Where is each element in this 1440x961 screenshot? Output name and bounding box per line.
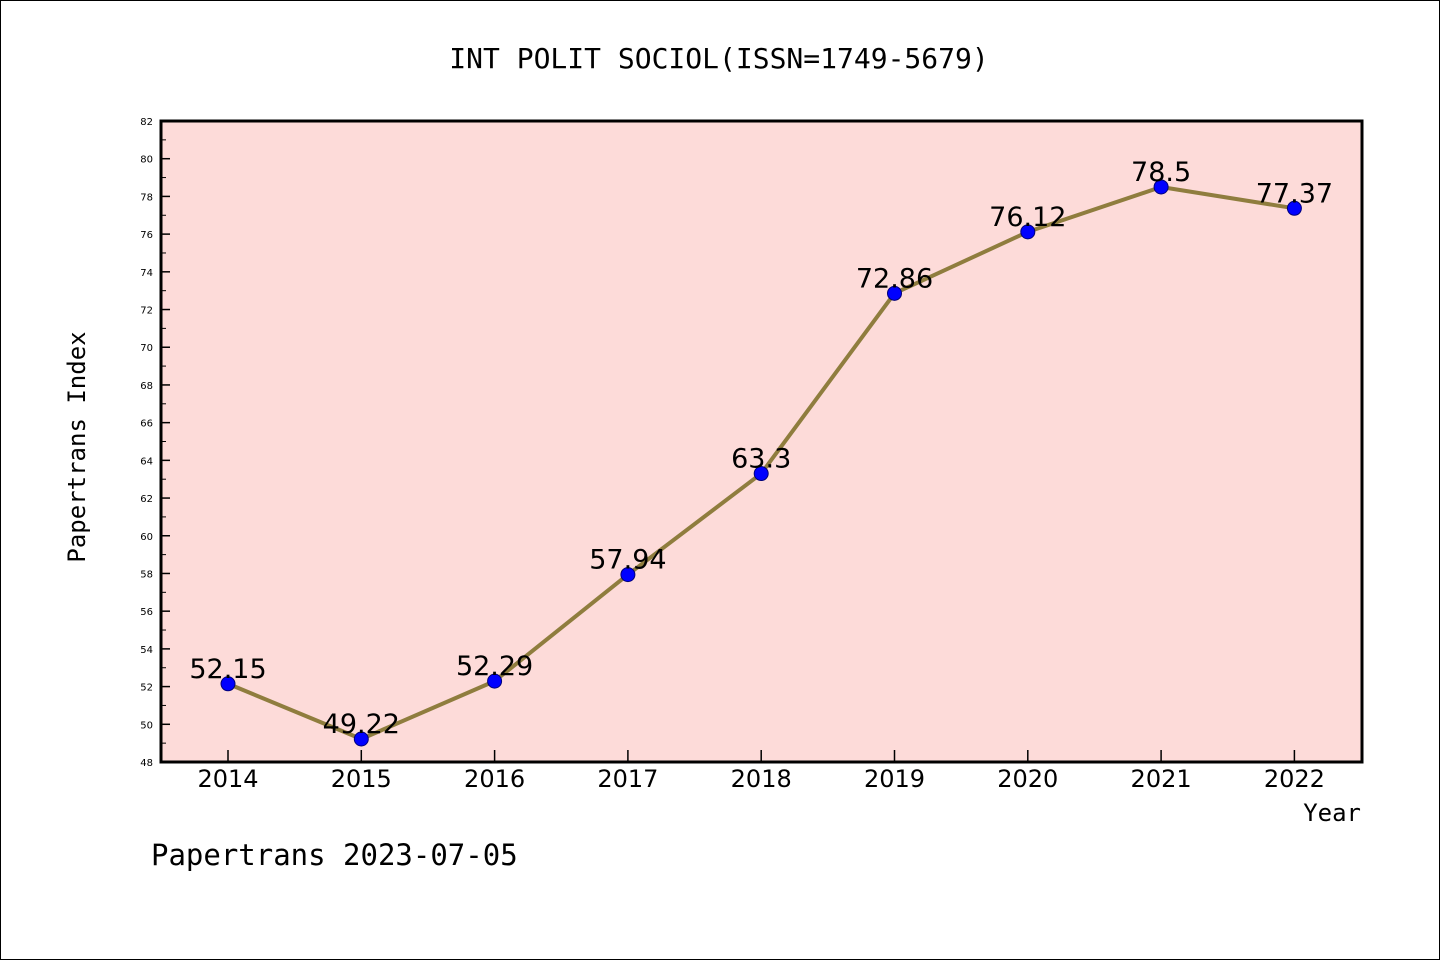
data-label: 63.3 [731, 444, 791, 475]
y-tick-label: 56 [140, 607, 153, 618]
chart-title: INT POLIT SOCIOL(ISSN=1749-5679) [449, 42, 988, 75]
y-axis-label: Papertrans Index [63, 331, 91, 562]
x-tick-label: 2015 [331, 765, 392, 793]
x-tick-label: 2020 [997, 765, 1058, 793]
y-tick-label: 82 [140, 117, 153, 128]
x-tick-label: 2014 [197, 765, 258, 793]
plot-area [161, 121, 1362, 762]
y-tick-label: 52 [140, 683, 153, 694]
y-tick-label: 66 [140, 419, 153, 430]
data-point [753, 466, 769, 482]
y-tick-label: 80 [140, 155, 153, 166]
x-tick-label: 2017 [597, 765, 658, 793]
y-tick-label: 50 [140, 720, 153, 731]
data-label: 57.94 [589, 545, 666, 576]
y-tick-label: 54 [140, 645, 153, 656]
plot-border [159, 119, 1364, 764]
y-tick-label: 68 [140, 381, 153, 392]
y-tick-label: 64 [140, 456, 153, 467]
x-tick-label: 2016 [464, 765, 525, 793]
x-tick-label: 2021 [1131, 765, 1192, 793]
y-tick-label: 60 [140, 532, 153, 543]
y-tick-label: 78 [140, 192, 153, 203]
data-label: 78.5 [1131, 157, 1191, 188]
data-point [1286, 200, 1302, 216]
data-point [353, 731, 369, 747]
x-tick-label: 2018 [731, 765, 792, 793]
series-group: 52.15 49.22 52.29 57.94 63.3 72.86 76.12 78.5 77… [189, 157, 1333, 747]
data-point [887, 285, 902, 301]
data-label: 77.37 [1256, 178, 1333, 209]
footer-text: Papertrans 2023-07-05 [151, 838, 518, 872]
data-point [1020, 224, 1036, 240]
data-point [1153, 179, 1169, 195]
x-tick-label: 2022 [1264, 765, 1325, 793]
data-label: 72.86 [856, 263, 933, 294]
data-label: 49.22 [323, 709, 400, 740]
data-point [487, 673, 503, 689]
data-label: 52.15 [189, 654, 266, 685]
x-axis-label: Year [1303, 799, 1361, 827]
data-label: 76.12 [989, 202, 1066, 233]
x-tick-label: 2019 [864, 765, 925, 793]
data-label: 52.29 [456, 651, 533, 682]
y-tick-label: 74 [140, 268, 153, 279]
y-tick-label: 70 [140, 343, 153, 354]
y-tick-label: 58 [140, 569, 153, 580]
y-tick-label: 62 [140, 494, 153, 505]
y-axis: 48 50 52 54 56 58 60 62 64 66 68 70 72 74 76 78 80 82 [140, 117, 170, 769]
data-point [620, 567, 636, 583]
x-axis: 2014 2015 2016 2017 2018 2019 2020 2021 2022 [197, 750, 1325, 793]
y-tick-label: 48 [140, 758, 153, 769]
y-tick-label: 72 [140, 306, 153, 317]
data-point [220, 676, 236, 692]
y-tick-label: 76 [140, 230, 153, 241]
